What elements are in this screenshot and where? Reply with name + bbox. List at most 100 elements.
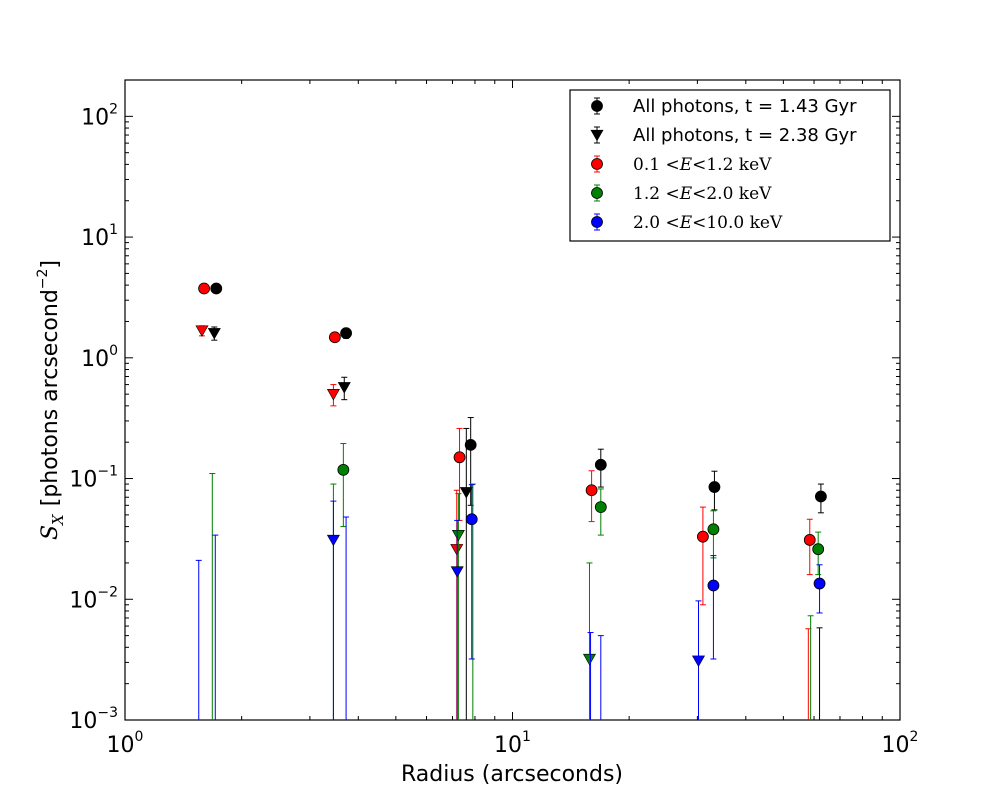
data-point: [195, 325, 209, 337]
legend-label-part: 2.0 <: [633, 213, 680, 233]
y-tick-label: 102: [81, 101, 118, 130]
legend-label-part: All photons, t = 2.38 Gyr: [633, 125, 857, 146]
tick-marks: [124, 79, 901, 721]
data-point: [815, 490, 827, 503]
data-point: [708, 481, 721, 493]
series-4: [209, 443, 825, 720]
legend-label: All photons, t = 1.43 Gyr: [633, 96, 857, 117]
data-point: [450, 566, 464, 578]
y-axis-subscript: X: [49, 513, 67, 526]
legend-label-part: 1.2 <: [633, 184, 680, 204]
legend-marker: [591, 187, 603, 199]
data-point: [198, 282, 210, 295]
series-0: [210, 282, 827, 514]
data-point: [340, 327, 352, 340]
data-point: [210, 282, 223, 295]
data-point: [453, 451, 466, 464]
y-tick-label-base: 10: [81, 226, 109, 251]
y-axis-title: SX [photons arcsecond−2]: [35, 260, 67, 540]
legend-entry: All photons, t = 1.43 Gyr: [591, 96, 857, 117]
x-tick-label-exp: 1: [522, 729, 531, 745]
data-point: [326, 534, 340, 547]
legend-label-part: E: [679, 155, 693, 175]
y-axis-exponent: −2: [35, 269, 51, 290]
data-point: [707, 579, 720, 592]
series-7: [195, 500, 706, 720]
y-axis-symbol: S: [38, 525, 63, 540]
x-tick-label-exp: 2: [910, 729, 919, 745]
legend-label: 2.0 <E<10.0 keV: [633, 213, 783, 233]
data-point: [691, 655, 706, 667]
x-tick-label-exp: 0: [135, 729, 144, 745]
y-tick-label-base: 10: [81, 105, 109, 130]
data-point: [451, 530, 465, 542]
legend: All photons, t = 1.43 Gyr All photons, t …: [569, 89, 891, 242]
data-point: [594, 501, 607, 513]
y-tick-label: 10−3: [69, 705, 118, 734]
y-tick-label-base: 10: [69, 709, 97, 734]
y-tick-label-exp: 0: [109, 343, 118, 359]
y-tick-label-exp: 2: [109, 101, 118, 117]
svg-text:SX[photons arcsecond−2]: SX [photons arcsecond−2]: [35, 260, 67, 540]
legend-entry: 2.0 <E<10.0 keV: [591, 213, 783, 233]
data-point: [812, 543, 825, 556]
data-point: [803, 534, 816, 546]
legend-marker: [591, 158, 603, 170]
series-6: [212, 484, 826, 720]
series-2: [198, 282, 816, 606]
legend-label: 0.1 <E<1.2 keV: [633, 155, 772, 175]
legend-entry: All photons, t = 2.38 Gyr: [590, 125, 857, 146]
data-point: [813, 577, 826, 590]
x-tick-label: 100: [107, 729, 144, 758]
y-tick-label-exp: −1: [97, 464, 118, 480]
y-tick-label-base: 10: [69, 588, 97, 613]
legend-label-part: All photons, t = 1.43 Gyr: [633, 96, 857, 117]
x-axis-title: Radius (arcseconds): [401, 762, 623, 787]
legend-entry: 1.2 <E<2.0 keV: [591, 184, 772, 204]
y-axis-unit: [photons arcsecond: [38, 289, 63, 506]
data-point: [207, 328, 221, 340]
legend-label-part: E: [679, 184, 693, 204]
x-tick-label-base: 10: [882, 733, 910, 758]
legend-marker: [591, 100, 603, 112]
series-1: [207, 326, 823, 720]
legend-label: 1.2 <E<2.0 keV: [633, 184, 772, 204]
y-tick-label: 10−2: [69, 584, 118, 613]
legend-box: [569, 89, 891, 242]
data-point: [326, 389, 340, 401]
legend-marker: [591, 216, 603, 228]
y-tick-label-base: 10: [69, 468, 97, 493]
data-point: [337, 463, 350, 476]
x-tick-label-base: 10: [494, 733, 522, 758]
data-point: [465, 513, 478, 526]
x-tick-label: 101: [494, 729, 531, 758]
legend-entry: 0.1 <E<1.2 keV: [591, 155, 772, 175]
legend-label: All photons, t = 2.38 Gyr: [633, 125, 857, 146]
legend-label-part: E: [679, 213, 693, 233]
x-tick-label-base: 10: [107, 733, 135, 758]
data-point: [328, 331, 341, 344]
data-point: [464, 438, 477, 451]
y-tick-label: 101: [81, 222, 118, 251]
y-tick-label: 10−1: [69, 464, 118, 493]
data-point: [585, 484, 598, 497]
x-tick-label: 102: [882, 729, 919, 758]
legend-marker: [590, 129, 604, 142]
y-tick-label-exp: −3: [97, 705, 118, 721]
y-tick-label: 100: [81, 343, 118, 372]
data-point: [459, 487, 473, 499]
y-tick-label-exp: −2: [97, 584, 118, 600]
data-layer: [195, 282, 827, 720]
data-point: [697, 530, 709, 543]
data-point: [582, 653, 596, 666]
data-point: [337, 382, 351, 394]
data-point: [707, 523, 720, 536]
legend-label-part: 0.1 <: [633, 155, 680, 175]
y-tick-label-base: 10: [81, 347, 109, 372]
legend-label-part: <1.2 keV: [692, 155, 772, 175]
data-point: [594, 458, 607, 471]
y-tick-label-exp: 1: [109, 222, 118, 238]
